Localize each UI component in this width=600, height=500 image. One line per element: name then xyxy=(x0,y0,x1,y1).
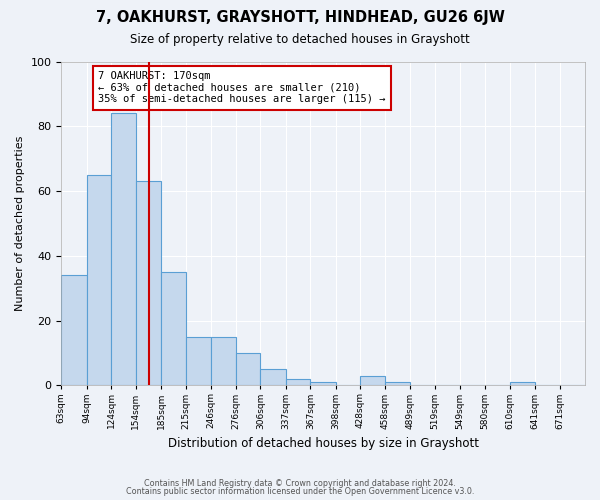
X-axis label: Distribution of detached houses by size in Grayshott: Distribution of detached houses by size … xyxy=(167,437,479,450)
Bar xyxy=(211,337,236,386)
Text: 7, OAKHURST, GRAYSHOTT, HINDHEAD, GU26 6JW: 7, OAKHURST, GRAYSHOTT, HINDHEAD, GU26 6… xyxy=(95,10,505,25)
Bar xyxy=(361,376,385,386)
Bar xyxy=(236,353,260,386)
Bar xyxy=(61,275,86,386)
Bar xyxy=(86,175,111,386)
Bar xyxy=(385,382,410,386)
Bar xyxy=(310,382,336,386)
Bar xyxy=(161,272,186,386)
Text: Contains HM Land Registry data © Crown copyright and database right 2024.: Contains HM Land Registry data © Crown c… xyxy=(144,478,456,488)
Y-axis label: Number of detached properties: Number of detached properties xyxy=(15,136,25,311)
Bar xyxy=(111,114,136,386)
Bar xyxy=(136,182,161,386)
Text: Size of property relative to detached houses in Grayshott: Size of property relative to detached ho… xyxy=(130,32,470,46)
Text: 7 OAKHURST: 170sqm
← 63% of detached houses are smaller (210)
35% of semi-detach: 7 OAKHURST: 170sqm ← 63% of detached hou… xyxy=(98,71,385,104)
Bar xyxy=(509,382,535,386)
Bar xyxy=(260,369,286,386)
Bar xyxy=(186,337,211,386)
Text: Contains public sector information licensed under the Open Government Licence v3: Contains public sector information licen… xyxy=(126,487,474,496)
Bar xyxy=(286,379,310,386)
